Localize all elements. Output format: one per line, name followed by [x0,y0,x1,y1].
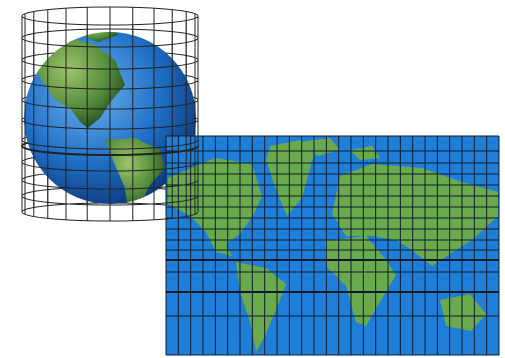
south-america [236,262,286,352]
globe-north-america [35,38,125,128]
globe-land [35,32,165,204]
arctic-islands [300,138,380,160]
map-grid [165,135,500,356]
cylinder-front [21,15,199,222]
globe-south-america [105,138,165,204]
globe-greenland [80,32,118,42]
africa [325,236,396,326]
flat-map [165,135,500,356]
